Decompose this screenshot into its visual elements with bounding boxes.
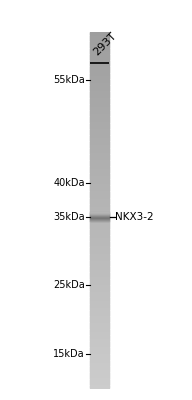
Text: 35kDa: 35kDa — [53, 212, 85, 222]
Text: 55kDa: 55kDa — [53, 75, 85, 85]
Text: 25kDa: 25kDa — [53, 280, 85, 290]
Text: 40kDa: 40kDa — [53, 178, 85, 188]
Text: 15kDa: 15kDa — [53, 349, 85, 359]
Text: 293T: 293T — [91, 30, 118, 57]
Text: NKX3-2: NKX3-2 — [115, 212, 154, 222]
